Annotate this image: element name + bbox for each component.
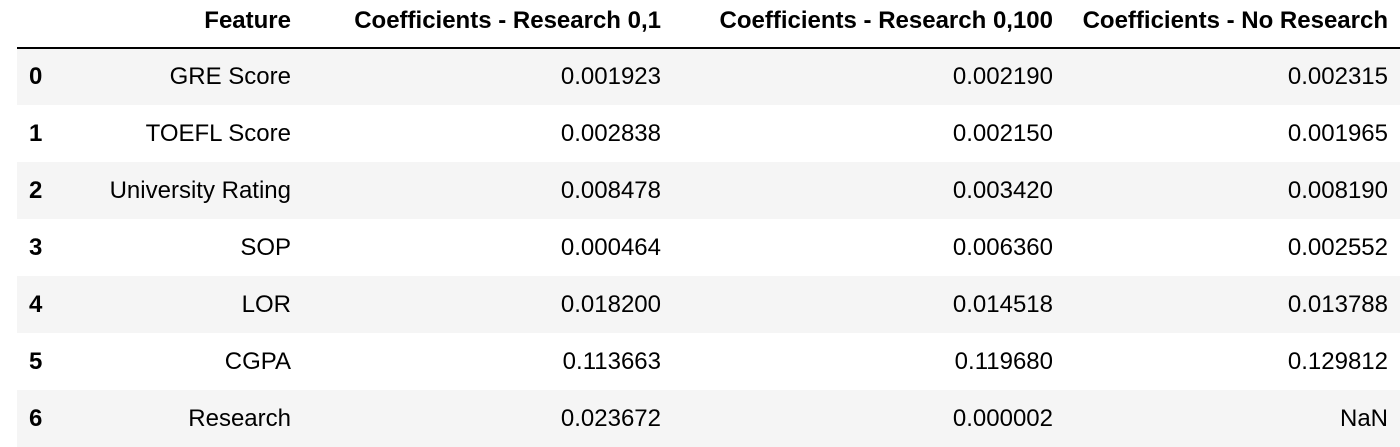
cell-no-research: 0.002552	[1287, 233, 1388, 261]
header-index	[17, 0, 63, 49]
row-index: 6	[29, 404, 43, 432]
cell-no-research: NaN	[1339, 404, 1388, 432]
row-index: 2	[29, 176, 43, 204]
cell-research-0-100: 0.002190	[952, 63, 1053, 90]
table-row: 1 TOEFL Score 0.002838 0.002150 0.001965	[17, 105, 1400, 162]
table-header: Feature Coefficients - Research 0,1 Coef…	[17, 0, 1400, 49]
table-body: 0 GRE Score 0.001923 0.002190 0.002315 1…	[17, 48, 1400, 447]
cell-feature: LOR	[241, 290, 291, 318]
cell-no-research: 0.129812	[1287, 347, 1388, 375]
cell-no-research: 0.013788	[1287, 290, 1388, 318]
cell-no-research: 0.002315	[1287, 63, 1388, 90]
cell-research-0-1: 0.000464	[560, 233, 661, 261]
cell-feature: CGPA	[224, 347, 291, 375]
row-index: 0	[29, 63, 43, 90]
cell-research-0-1: 0.113663	[562, 347, 661, 375]
table-row: 2 University Rating 0.008478 0.003420 0.…	[17, 162, 1400, 219]
cell-feature: University Rating	[109, 176, 291, 204]
cell-research-0-100: 0.002150	[952, 119, 1053, 147]
cell-research-0-1: 0.002838	[560, 119, 661, 147]
header-research-0-1: Coefficients - Research 0,1	[303, 0, 673, 49]
cell-research-0-100: 0.000002	[952, 404, 1053, 432]
row-index: 5	[29, 347, 43, 375]
table-row: 5 CGPA 0.113663 0.119680 0.129812	[17, 333, 1400, 390]
cell-feature: GRE Score	[169, 63, 291, 90]
table-row: 4 LOR 0.018200 0.014518 0.013788	[17, 276, 1400, 333]
header-feature: Feature	[63, 0, 303, 49]
cell-no-research: 0.008190	[1287, 176, 1388, 204]
header-research-0-100: Coefficients - Research 0,100	[673, 0, 1065, 49]
coefficients-table: Feature Coefficients - Research 0,1 Coef…	[17, 0, 1400, 447]
cell-research-0-1: 0.023672	[560, 404, 661, 432]
cell-research-0-1: 0.001923	[560, 63, 661, 90]
cell-no-research: 0.001965	[1287, 119, 1388, 147]
cell-research-0-1: 0.008478	[560, 176, 661, 204]
cell-research-0-100: 0.119680	[954, 347, 1053, 375]
header-row: Feature Coefficients - Research 0,1 Coef…	[17, 0, 1400, 49]
table-row: 0 GRE Score 0.001923 0.002190 0.002315	[17, 48, 1400, 105]
table-row: 6 Research 0.023672 0.000002 NaN	[17, 390, 1400, 447]
cell-feature: TOEFL Score	[145, 119, 291, 147]
cell-feature: Research	[188, 404, 291, 432]
cell-research-0-100: 0.014518	[952, 290, 1053, 318]
cell-research-0-1: 0.018200	[560, 290, 661, 318]
cell-research-0-100: 0.006360	[952, 233, 1053, 261]
dataframe-container: Feature Coefficients - Research 0,1 Coef…	[17, 0, 1400, 447]
row-index: 3	[29, 233, 43, 261]
header-no-research: Coefficients - No Research	[1065, 0, 1400, 49]
row-index: 1	[29, 119, 43, 147]
cell-feature: SOP	[240, 233, 291, 261]
cell-research-0-100: 0.003420	[952, 176, 1053, 204]
table-row: 3 SOP 0.000464 0.006360 0.002552	[17, 219, 1400, 276]
row-index: 4	[29, 290, 43, 318]
